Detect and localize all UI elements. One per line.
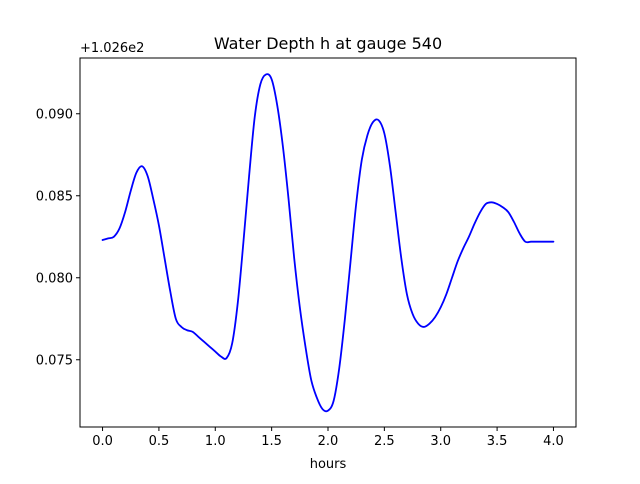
y-tick-label: 0.085 bbox=[36, 189, 73, 204]
x-tick-label: 0.5 bbox=[149, 434, 170, 449]
x-tick-label: 4.0 bbox=[543, 434, 564, 449]
x-axis-label: hours bbox=[310, 457, 347, 472]
chart-title: Water Depth h at gauge 540 bbox=[214, 34, 442, 53]
x-tick-label: 2.0 bbox=[318, 434, 339, 449]
plot-area: 0.0 0.5 1.0 1.5 2.0 2.5 3.0 3.5 4.0 0.075 0.080 0.0… bbox=[36, 73, 564, 449]
y-tick-label: 0.080 bbox=[36, 271, 73, 286]
x-tick-label: 3.0 bbox=[430, 434, 451, 449]
y-tick-label: 0.090 bbox=[36, 107, 73, 122]
axes-frame bbox=[79, 57, 577, 428]
x-tick-label: 1.0 bbox=[205, 434, 226, 449]
x-tick-label: 1.5 bbox=[261, 434, 282, 449]
x-tick-label: 0.0 bbox=[92, 434, 113, 449]
x-tick-label: 2.5 bbox=[374, 434, 395, 449]
y-offset-label: +1.026e2 bbox=[80, 41, 144, 56]
y-tick-label: 0.075 bbox=[36, 353, 73, 368]
series-line bbox=[101, 73, 555, 413]
x-tick-label: 3.5 bbox=[487, 434, 508, 449]
